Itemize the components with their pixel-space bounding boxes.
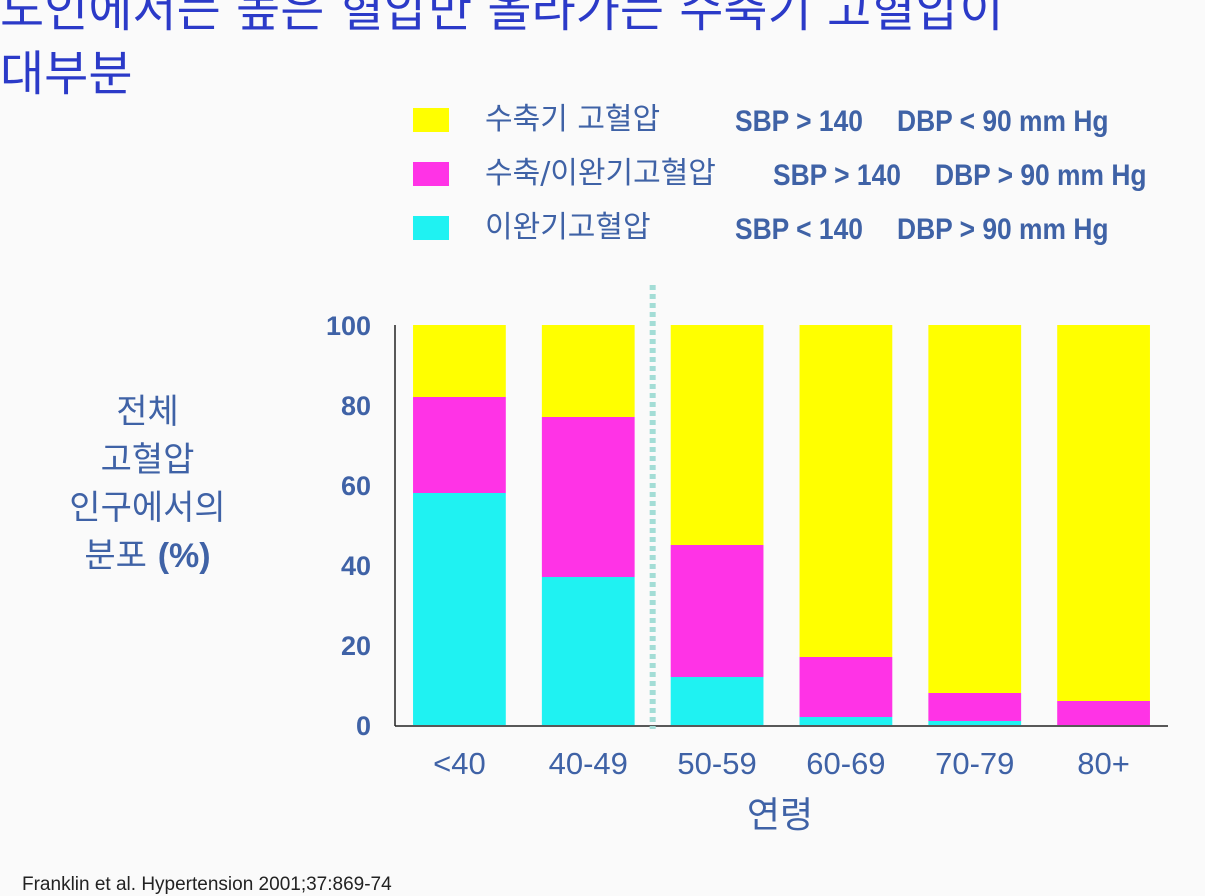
- y-axis-label: 전체 고혈압 인구에서의 분포 (%): [40, 388, 255, 580]
- y-axis-label-line-1: 전체: [116, 392, 179, 432]
- y-tick-label: 80: [341, 391, 371, 421]
- bar-segment: [541, 577, 635, 725]
- slide-title-line-1: 노인에서는 높은 혈압만 올라가는 수축기 고혈압이: [0, 0, 1004, 38]
- bar-segment: [928, 721, 1022, 725]
- bar-segment: [799, 325, 893, 657]
- y-axis-label-text: 분포: [84, 536, 158, 576]
- x-tick-label: 50-59: [677, 746, 756, 781]
- y-tick-label: 40: [341, 551, 371, 581]
- bar-segment: [928, 693, 1022, 721]
- legend-label-combined: 수축/이완기고혈압: [485, 156, 716, 191]
- bar-segment: [670, 677, 764, 725]
- chart-legend: 수축기 고혈압 SBP > 140 DBP < 90 mm Hg 수축/이완기고…: [413, 98, 1193, 260]
- y-tick-label: 20: [341, 631, 371, 661]
- legend-item-combined: 수축/이완기고혈압 SBP > 140 DBP > 90 mm Hg: [413, 152, 1193, 206]
- legend-item-systolic: 수축기 고혈압 SBP > 140 DBP < 90 mm Hg: [413, 98, 1193, 152]
- legend-sbp-combined: SBP > 140: [773, 159, 901, 192]
- x-axis-label: 연령: [746, 795, 814, 836]
- y-axis-label-line-3: 인구에서의: [69, 488, 226, 528]
- legend-sbp-diastolic: SBP < 140: [735, 213, 863, 246]
- legend-swatch-combined: [413, 162, 449, 186]
- bar-segment: [670, 545, 764, 677]
- legend-dbp-systolic: DBP < 90 mm Hg: [897, 105, 1109, 138]
- bar-segment: [1057, 325, 1150, 701]
- x-tick-label: <40: [433, 746, 486, 781]
- bar-segment: [1057, 701, 1150, 725]
- bar-segment: [799, 717, 893, 725]
- bar-segment: [799, 657, 893, 717]
- legend-label-diastolic: 이완기고혈압: [485, 210, 651, 245]
- bar-segment: [541, 417, 635, 577]
- y-axis-label-line-4: 분포 (%): [40, 532, 255, 580]
- y-tick-label: 0: [356, 711, 371, 741]
- x-tick-label: 60-69: [806, 746, 885, 781]
- y-axis-label-unit: (%): [157, 537, 211, 575]
- bar-segment: [670, 325, 764, 545]
- x-tick-label: 70-79: [935, 746, 1014, 781]
- legend-dbp-diastolic: DBP > 90 mm Hg: [897, 213, 1109, 246]
- legend-swatch-systolic: [413, 108, 449, 132]
- y-tick-label: 60: [341, 471, 371, 501]
- bar-segment: [413, 397, 506, 493]
- bar-segment: [413, 493, 506, 725]
- slide-title: 노인에서는 높은 혈압만 올라가는 수축기 고혈압이 대부분: [0, 0, 1205, 106]
- legend-swatch-diastolic: [413, 216, 449, 240]
- legend-sbp-systolic: SBP > 140: [735, 105, 863, 138]
- slide-title-line-2: 대부분: [0, 46, 133, 102]
- y-axis-label-line-2: 고혈압: [100, 440, 195, 480]
- legend-dbp-combined: DBP > 90 mm Hg: [935, 159, 1147, 192]
- bar-segment: [413, 325, 506, 397]
- x-tick-label: 80+: [1077, 746, 1130, 781]
- bar-segment: [928, 325, 1022, 693]
- bar-segment: [541, 325, 635, 417]
- legend-item-diastolic: 이완기고혈압 SBP < 140 DBP > 90 mm Hg: [413, 206, 1193, 260]
- legend-label-systolic: 수축기 고혈압: [485, 102, 661, 137]
- x-tick-label: 40-49: [549, 746, 628, 781]
- y-tick-label: 100: [326, 311, 371, 341]
- citation: Franklin et al. Hypertension 2001;37:869…: [22, 874, 392, 895]
